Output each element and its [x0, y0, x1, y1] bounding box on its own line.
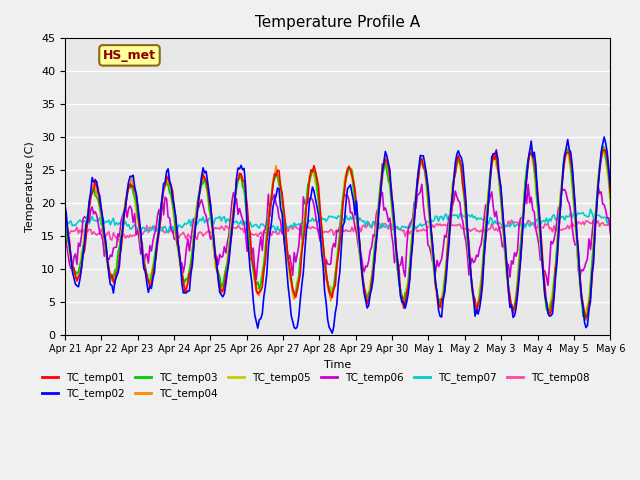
TC_temp02 — [242, 183, 250, 189]
TC_temp01 — [492, 147, 500, 153]
TC_temp02 — [328, 330, 336, 336]
Title: Temperature Profile A: Temperature Profile A — [255, 15, 420, 30]
TC_temp08 — [252, 231, 260, 237]
TC_temp01 — [61, 205, 68, 211]
TC_temp06 — [579, 268, 587, 274]
TC_temp07 — [128, 226, 136, 231]
TC_temp05 — [300, 222, 307, 228]
TC_temp02 — [128, 174, 136, 180]
TC_temp02 — [251, 312, 259, 317]
TC_temp08 — [577, 221, 585, 227]
TC_temp05 — [128, 182, 136, 188]
TC_temp03 — [128, 182, 136, 188]
TC_temp08 — [301, 224, 308, 229]
TC_temp03 — [576, 280, 584, 286]
TC_temp04 — [251, 278, 259, 284]
Line: TC_temp05: TC_temp05 — [65, 150, 611, 317]
TC_temp05 — [564, 147, 572, 153]
TC_temp07 — [301, 222, 308, 228]
TC_temp04 — [576, 274, 584, 279]
TC_temp06 — [524, 181, 532, 187]
TC_temp07 — [243, 224, 251, 230]
TC_temp01 — [300, 237, 307, 243]
TC_temp03 — [300, 230, 307, 236]
TC_temp01 — [577, 290, 585, 296]
TC_temp01 — [128, 183, 136, 189]
TC_temp04 — [300, 237, 307, 242]
TC_temp02 — [223, 269, 231, 275]
TC_temp08 — [225, 226, 233, 232]
TC_temp06 — [300, 194, 307, 200]
TC_temp07 — [607, 218, 614, 224]
TC_temp06 — [61, 220, 68, 226]
TC_temp08 — [129, 232, 137, 238]
TC_temp04 — [128, 175, 136, 180]
X-axis label: Time: Time — [324, 360, 351, 370]
TC_temp05 — [580, 314, 588, 320]
Line: TC_temp01: TC_temp01 — [65, 150, 611, 318]
TC_temp07 — [577, 210, 585, 216]
TC_temp03 — [607, 194, 614, 200]
TC_temp03 — [223, 260, 231, 266]
Line: TC_temp04: TC_temp04 — [65, 147, 611, 318]
TC_temp02 — [607, 184, 614, 190]
TC_temp04 — [242, 191, 250, 197]
TC_temp08 — [591, 216, 599, 222]
TC_temp08 — [61, 231, 68, 237]
TC_temp05 — [242, 203, 250, 209]
TC_temp06 — [251, 266, 259, 272]
TC_temp03 — [242, 201, 250, 206]
Line: TC_temp02: TC_temp02 — [65, 137, 611, 333]
TC_temp06 — [242, 230, 250, 236]
TC_temp07 — [164, 229, 172, 235]
TC_temp01 — [223, 267, 231, 273]
TC_temp03 — [599, 143, 607, 148]
TC_temp03 — [61, 214, 68, 219]
TC_temp05 — [607, 203, 614, 208]
Legend: TC_temp01, TC_temp02, TC_temp03, TC_temp04, TC_temp05, TC_temp06, TC_temp07, TC_: TC_temp01, TC_temp02, TC_temp03, TC_temp… — [38, 368, 594, 404]
TC_temp06 — [607, 230, 614, 236]
Line: TC_temp08: TC_temp08 — [65, 219, 611, 242]
TC_temp03 — [251, 275, 259, 281]
TC_temp05 — [61, 214, 68, 219]
TC_temp08 — [607, 222, 614, 228]
TC_temp05 — [577, 299, 585, 305]
TC_temp04 — [600, 144, 608, 150]
TC_temp02 — [300, 269, 307, 275]
Line: TC_temp07: TC_temp07 — [65, 209, 611, 232]
TC_temp01 — [242, 189, 250, 195]
TC_temp04 — [607, 190, 614, 195]
Y-axis label: Temperature (C): Temperature (C) — [26, 141, 35, 232]
Line: TC_temp03: TC_temp03 — [65, 145, 611, 320]
TC_temp01 — [582, 315, 590, 321]
TC_temp04 — [582, 315, 590, 321]
TC_temp05 — [223, 256, 231, 262]
TC_temp08 — [243, 225, 251, 230]
TC_temp06 — [223, 240, 231, 245]
TC_temp01 — [251, 268, 259, 274]
TC_temp07 — [225, 218, 233, 224]
TC_temp04 — [223, 265, 231, 271]
Text: HS_met: HS_met — [103, 49, 156, 62]
TC_temp08 — [116, 239, 124, 245]
TC_temp06 — [544, 282, 552, 288]
TC_temp07 — [587, 206, 595, 212]
TC_temp04 — [61, 210, 68, 216]
TC_temp07 — [61, 225, 68, 231]
TC_temp05 — [251, 280, 259, 286]
TC_temp01 — [607, 190, 614, 195]
TC_temp02 — [61, 202, 68, 207]
TC_temp02 — [577, 294, 585, 300]
TC_temp06 — [128, 206, 136, 212]
TC_temp07 — [252, 222, 260, 228]
TC_temp03 — [582, 317, 590, 323]
Line: TC_temp06: TC_temp06 — [65, 184, 611, 285]
TC_temp02 — [600, 134, 608, 140]
